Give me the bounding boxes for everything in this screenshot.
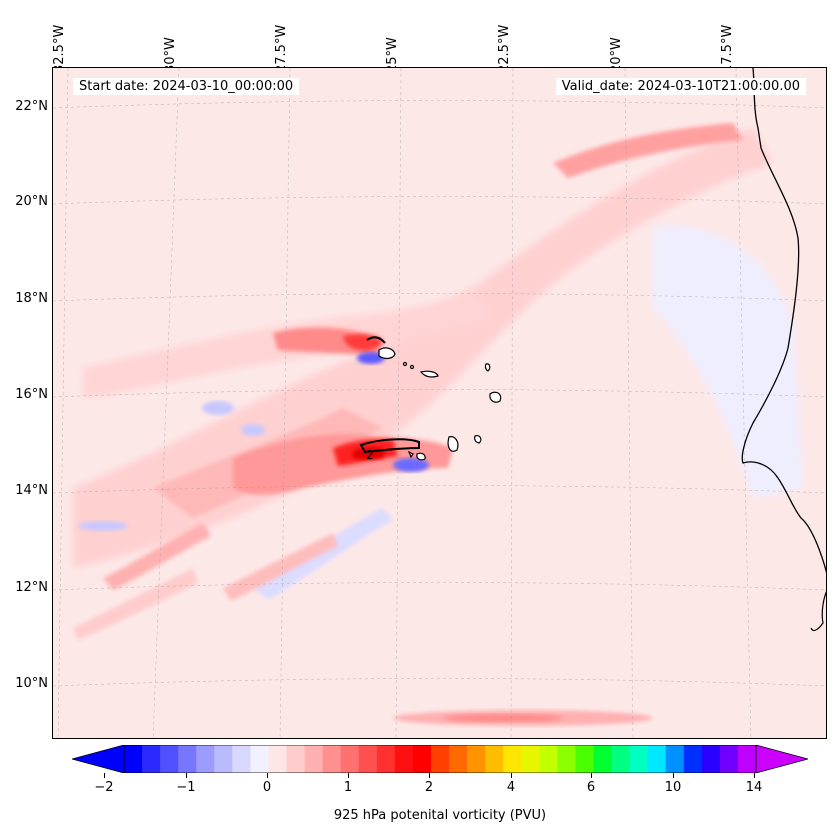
colorbar-segment [737,745,757,773]
cb-tick-label: 4 [506,780,516,795]
colorbar-segment [214,745,233,773]
cb-tick-label: −2 [94,780,114,795]
colorbar-segment [449,745,468,773]
cb-tickmark-4 [511,773,512,778]
colorbar-segment [539,745,558,773]
colorbar-segment [611,745,631,773]
pv-blue-patch-1 [202,401,234,415]
start-date-label: Start date: 2024-03-10_00:00:00 [73,78,300,95]
cb-tickmark-0 [267,773,268,778]
colorbar-segment [467,745,486,773]
colorbar-segment [178,745,197,773]
cb-tickmark-14 [754,773,755,778]
pv-south-edge-core [443,714,563,722]
cb-tickmark-2 [429,773,430,778]
pv-ne-streak [553,123,743,178]
colorbar-segment [575,745,594,773]
colorbar-segment [503,745,522,773]
valid-date-label: Valid_date: 2024-03-10T21:00:00.00 [555,78,806,95]
colorbar-segment [394,745,414,773]
cb-tickmark-m1 [186,773,187,778]
pv-contour-north [366,336,386,344]
colorbar-arrow-left [72,745,125,773]
lat-label-18n: 18°N [15,291,48,306]
colorbar-segment [647,745,667,773]
cb-tickmark-10 [673,773,674,778]
colorbar-segment [250,745,269,773]
colorbar-segment [286,745,306,773]
lon-label-17-5w: 17.5°W [720,24,735,73]
colorbar [72,745,808,773]
cb-tickmark-m2 [104,773,105,778]
cb-tick-label: 10 [664,780,682,795]
lat-label-10n: 10°N [15,676,48,691]
cape-verde-islands [378,347,502,461]
colorbar-segment [430,745,450,773]
colorbar-segment [593,745,613,773]
cb-tickmark-1 [348,773,349,778]
colorbar-segment [629,745,649,773]
colorbar-segment [376,745,396,773]
colorbar-segment [268,745,288,773]
lat-label-14n: 14°N [15,483,48,498]
colorbar-segment [412,745,432,773]
cb-tickmark-6 [591,773,592,778]
colorbar-segment [557,745,576,773]
colorbar-label: 925 hPa potenital vorticity (PVU) [333,808,547,823]
africa-coastline-south [810,591,826,632]
lat-label-22n: 22°N [15,99,48,114]
colorbar-segment [719,745,739,773]
colorbar-segment [665,745,685,773]
colorbar-segment [485,745,504,773]
lat-label-16n: 16°N [15,387,48,402]
lon-label-27-5w: 27.5°W [274,24,289,73]
cb-tick-label: 1 [343,780,353,795]
cb-tick-label: 6 [586,780,596,795]
cb-tick-label: 2 [424,780,434,795]
pv-blue-streak [253,508,393,600]
contour-label: 2 [366,448,374,462]
africa-coastline [741,68,826,573]
colorbar-segment [701,745,721,773]
cb-tick-label: −1 [176,780,196,795]
colorbar-segment [142,745,161,773]
colorbar-segment [358,745,378,773]
cb-tick-label: 14 [745,780,763,795]
gridlines [53,68,826,738]
pv-field: 2 [53,68,826,738]
pv-lee-blue-north [357,352,385,364]
colorbar-segment [196,745,215,773]
map-panel: 2 Start date: 2024-03-10_00:00:00 Valid_… [52,67,827,739]
lat-label-20n: 20°N [15,194,48,209]
lon-label-22-5w: 22.5°W [497,24,512,73]
pv-contour-south [359,438,420,454]
colorbar-segment [683,745,703,773]
pv-lee-blue-south [393,458,429,472]
pv-sw-streak-2 [73,568,198,640]
colorbar-segment [304,745,324,773]
pv-coastal-blue [653,226,803,498]
colorbar-segment [521,745,540,773]
lon-label-32-5w: 32.5°W [52,24,67,73]
colorbar-arrow-right [755,745,808,773]
colorbar-segment [340,745,360,773]
pv-sw-streak-1 [103,523,211,590]
pv-blue-patch-2 [241,424,265,436]
colorbar-segment [232,745,251,773]
colorbar-segment [124,745,143,773]
pv-blue-patch-3 [78,521,128,531]
colorbar-segment [160,745,179,773]
cb-tick-label: 0 [262,780,272,795]
lat-label-12n: 12°N [15,580,48,595]
pv-north-core [343,334,383,351]
colorbar-segment [322,745,342,773]
